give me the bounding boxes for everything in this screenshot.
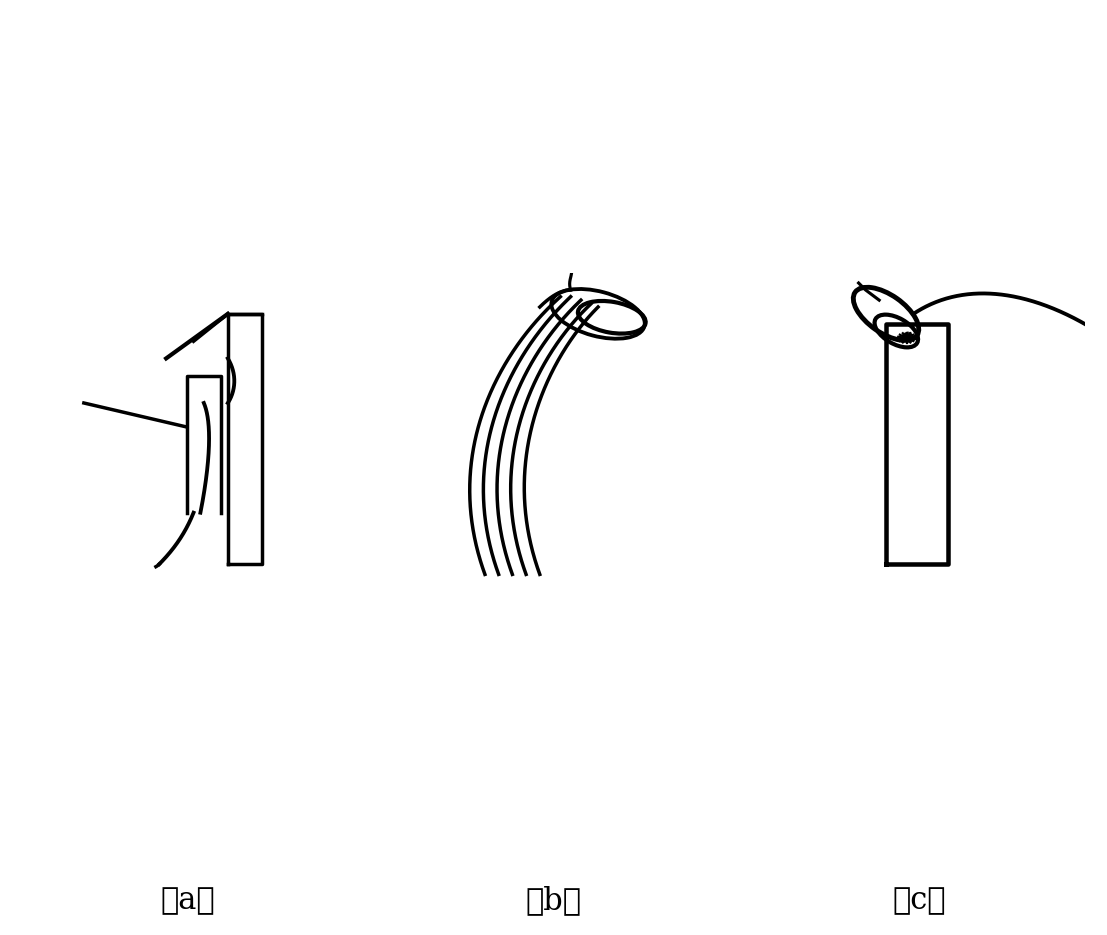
Text: （b）: （b） xyxy=(526,885,581,916)
Text: （c）: （c） xyxy=(892,885,945,916)
Text: （a）: （a） xyxy=(161,885,216,916)
